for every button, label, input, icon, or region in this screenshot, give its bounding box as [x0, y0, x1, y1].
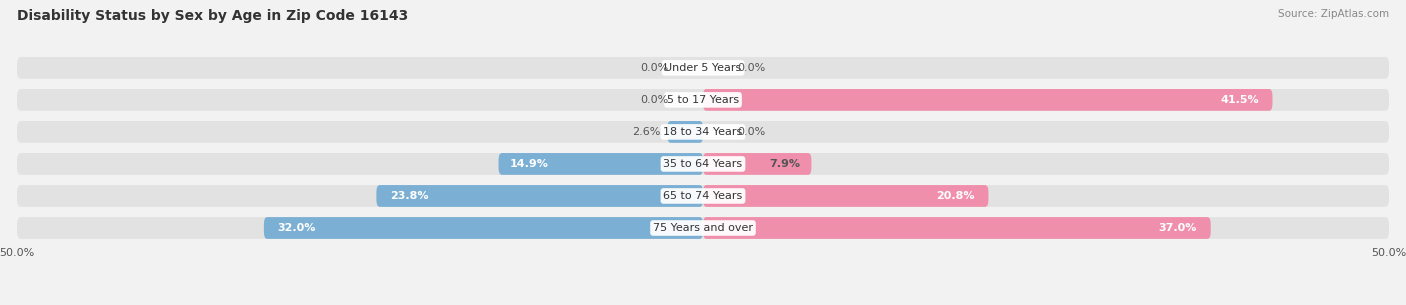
Text: 7.9%: 7.9%	[769, 159, 800, 169]
FancyBboxPatch shape	[17, 185, 1389, 207]
FancyBboxPatch shape	[17, 89, 1389, 111]
FancyBboxPatch shape	[377, 185, 703, 207]
Text: 41.5%: 41.5%	[1220, 95, 1258, 105]
FancyBboxPatch shape	[703, 185, 988, 207]
FancyBboxPatch shape	[703, 89, 1272, 111]
Text: Source: ZipAtlas.com: Source: ZipAtlas.com	[1278, 9, 1389, 19]
Text: 2.6%: 2.6%	[633, 127, 661, 137]
FancyBboxPatch shape	[703, 217, 1211, 239]
Text: 18 to 34 Years: 18 to 34 Years	[664, 127, 742, 137]
FancyBboxPatch shape	[17, 121, 1389, 143]
FancyBboxPatch shape	[499, 153, 703, 175]
Text: 0.0%: 0.0%	[737, 63, 765, 73]
FancyBboxPatch shape	[668, 121, 703, 143]
Text: 23.8%: 23.8%	[389, 191, 429, 201]
Text: 14.9%: 14.9%	[509, 159, 548, 169]
Text: Under 5 Years: Under 5 Years	[665, 63, 741, 73]
Text: 35 to 64 Years: 35 to 64 Years	[664, 159, 742, 169]
Text: 32.0%: 32.0%	[277, 223, 316, 233]
Text: 65 to 74 Years: 65 to 74 Years	[664, 191, 742, 201]
Text: 5 to 17 Years: 5 to 17 Years	[666, 95, 740, 105]
Text: 37.0%: 37.0%	[1159, 223, 1197, 233]
Text: 0.0%: 0.0%	[641, 95, 669, 105]
FancyBboxPatch shape	[17, 57, 1389, 79]
Text: 0.0%: 0.0%	[737, 127, 765, 137]
Text: Disability Status by Sex by Age in Zip Code 16143: Disability Status by Sex by Age in Zip C…	[17, 9, 408, 23]
FancyBboxPatch shape	[17, 217, 1389, 239]
Text: 75 Years and over: 75 Years and over	[652, 223, 754, 233]
FancyBboxPatch shape	[703, 153, 811, 175]
FancyBboxPatch shape	[264, 217, 703, 239]
Text: 0.0%: 0.0%	[641, 63, 669, 73]
Text: 20.8%: 20.8%	[936, 191, 974, 201]
FancyBboxPatch shape	[17, 153, 1389, 175]
